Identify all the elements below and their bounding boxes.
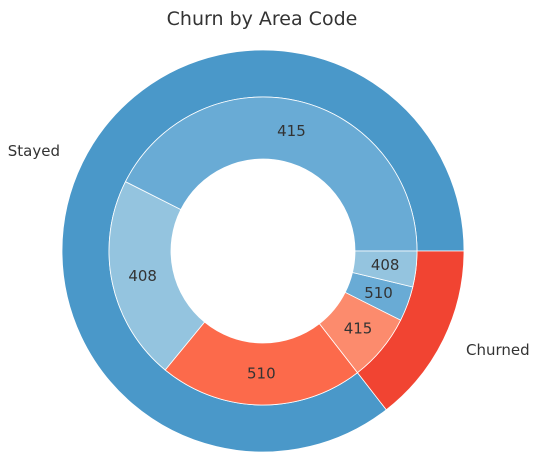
inner-label-5: 408 xyxy=(371,256,400,274)
inner-label-4: 510 xyxy=(364,284,393,302)
inner-label-2: 510 xyxy=(247,364,276,382)
inner-slice-2 xyxy=(164,321,359,406)
chart-title: Churn by Area Code xyxy=(167,8,358,30)
outer-label-stayed: Stayed xyxy=(8,142,60,160)
inner-slice-1 xyxy=(108,181,206,371)
inner-slice-5 xyxy=(351,250,418,288)
inner-slice-0 xyxy=(124,96,418,252)
chart-labels: Stayed Churned 415 408 510 415 510 408 xyxy=(8,122,530,383)
inner-label-0: 415 xyxy=(277,122,306,140)
inner-label-3: 415 xyxy=(344,320,373,338)
outer-label-churned: Churned xyxy=(466,341,530,359)
inner-label-1: 408 xyxy=(128,267,157,285)
inner-ring xyxy=(108,96,418,406)
